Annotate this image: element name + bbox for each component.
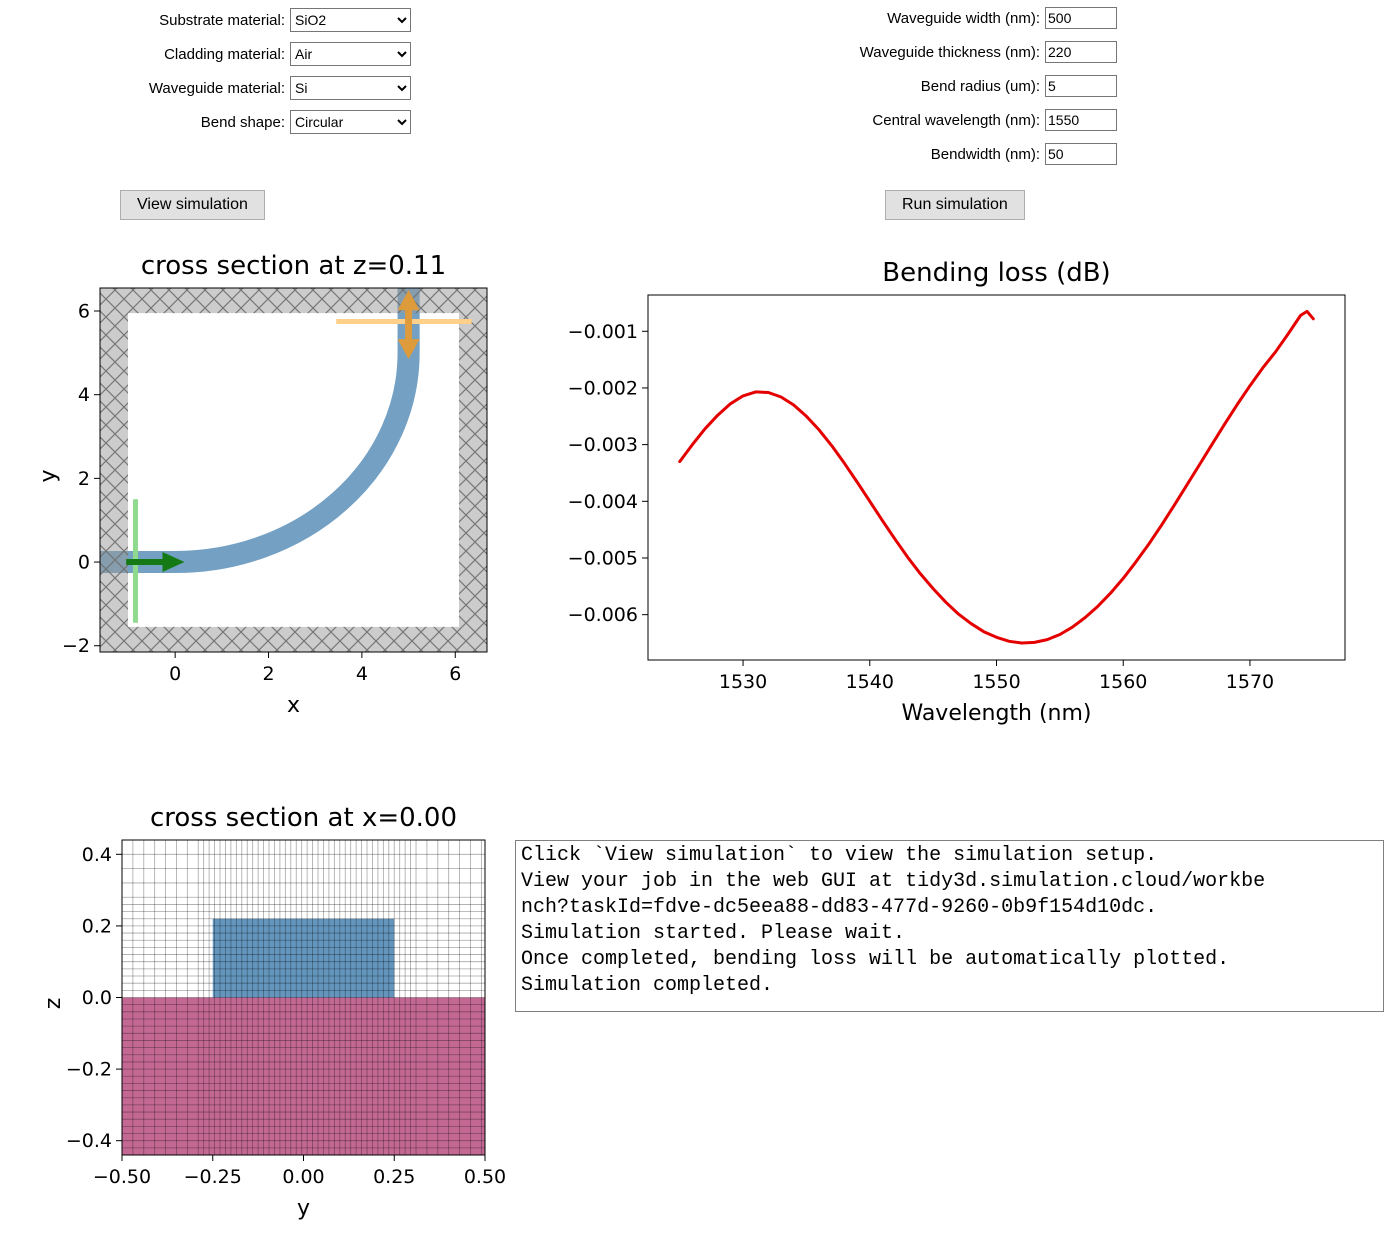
form-row: Bend shape: Circular	[95, 110, 411, 134]
svg-text:0.2: 0.2	[82, 915, 112, 937]
svg-text:1530: 1530	[719, 671, 767, 693]
cladding-material-select[interactable]: Air	[290, 42, 411, 66]
material-form: Substrate material: SiO2 Cladding materi…	[95, 8, 411, 144]
svg-text:2: 2	[78, 468, 90, 490]
svg-text:y: y	[36, 469, 61, 482]
svg-text:0.25: 0.25	[373, 1166, 415, 1188]
bend-plot-svg: 0 2 4 6 −2 0 2 4 6 cross section at z=0.11 x y	[36, 251, 488, 718]
svg-text:0: 0	[169, 663, 181, 685]
svg-text:−0.2: −0.2	[66, 1059, 112, 1081]
svg-text:1550: 1550	[972, 671, 1020, 693]
svg-text:cross section at z=0.11: cross section at z=0.11	[141, 251, 446, 281]
form-row: Waveguide material: Si	[95, 76, 411, 100]
svg-text:0.4: 0.4	[82, 844, 112, 866]
mesh-plot-svg: −0.50 −0.25 0.00 0.25 0.50 −0.4 −0.2 0.0 0.2 0.4 c…	[41, 803, 506, 1221]
svg-text:1540: 1540	[846, 671, 894, 693]
loss-plot-svg: 1530 1540 1550 1560 1570 −0.001 −0.002 −0.003 −0…	[568, 258, 1346, 726]
bend-radius-input[interactable]	[1045, 75, 1117, 97]
svg-text:4: 4	[356, 663, 368, 685]
svg-text:0.50: 0.50	[464, 1166, 506, 1188]
waveguide-thickness-input[interactable]	[1045, 41, 1117, 63]
svg-text:−0.002: −0.002	[568, 377, 638, 399]
svg-text:cross section at x=0.00: cross section at x=0.00	[150, 803, 457, 833]
log-text: Click `View simulation` to view the simu…	[521, 844, 1266, 997]
svg-text:z: z	[41, 998, 66, 1010]
bendwidth-input[interactable]	[1045, 143, 1117, 165]
svg-text:1560: 1560	[1099, 671, 1147, 693]
svg-text:0.00: 0.00	[282, 1166, 324, 1188]
form-row: Cladding material: Air	[95, 42, 411, 66]
form-row: Waveguide width (nm):	[808, 6, 1117, 30]
svg-text:0: 0	[78, 552, 90, 574]
svg-text:1570: 1570	[1226, 671, 1274, 693]
svg-text:y: y	[297, 1196, 310, 1221]
svg-text:−0.004: −0.004	[568, 491, 638, 513]
svg-text:4: 4	[78, 384, 90, 406]
svg-text:6: 6	[449, 663, 461, 685]
bend-shape-select[interactable]: Circular	[290, 110, 411, 134]
central-wavelength-label: Central wavelength (nm):	[872, 111, 1040, 129]
waveguide-material-select[interactable]: Si	[290, 76, 411, 100]
substrate-material-label: Substrate material:	[159, 11, 285, 29]
form-row: Bend radius (um):	[808, 74, 1117, 98]
svg-text:−0.4: −0.4	[66, 1130, 112, 1152]
parameters-form: Waveguide width (nm): Waveguide thicknes…	[808, 6, 1117, 176]
svg-text:−0.003: −0.003	[568, 434, 638, 456]
form-row: Waveguide thickness (nm):	[808, 40, 1117, 64]
svg-text:−0.50: −0.50	[93, 1166, 151, 1188]
svg-text:2: 2	[262, 663, 274, 685]
svg-text:−0.001: −0.001	[568, 321, 638, 343]
svg-text:6: 6	[78, 301, 90, 323]
bend-shape-label: Bend shape:	[200, 113, 285, 131]
substrate-material-select[interactable]: SiO2	[290, 8, 411, 32]
svg-text:x: x	[287, 693, 300, 718]
waveguide-thickness-label: Waveguide thickness (nm):	[859, 43, 1040, 61]
run-simulation-button[interactable]: Run simulation	[885, 190, 1025, 220]
svg-text:−0.006: −0.006	[568, 604, 638, 626]
svg-text:−0.25: −0.25	[184, 1166, 242, 1188]
svg-text:−2: −2	[62, 635, 90, 657]
central-wavelength-input[interactable]	[1045, 109, 1117, 131]
form-row: Substrate material: SiO2	[95, 8, 411, 32]
cladding-material-label: Cladding material:	[164, 45, 285, 63]
waveguide-width-label: Waveguide width (nm):	[887, 9, 1040, 27]
form-row: Central wavelength (nm):	[808, 108, 1117, 132]
bendwidth-label: Bendwidth (nm):	[930, 145, 1040, 163]
waveguide-material-label: Waveguide material:	[148, 79, 285, 97]
form-row: Bendwidth (nm):	[808, 142, 1117, 166]
svg-text:0.0: 0.0	[82, 987, 112, 1009]
svg-text:−0.005: −0.005	[568, 547, 638, 569]
waveguide-width-input[interactable]	[1045, 7, 1117, 29]
svg-text:Wavelength (nm): Wavelength (nm)	[901, 701, 1091, 726]
bend-radius-label: Bend radius (um):	[920, 77, 1040, 95]
view-simulation-button[interactable]: View simulation	[120, 190, 265, 220]
log-output: Click `View simulation` to view the simu…	[515, 840, 1384, 1012]
svg-text:Bending loss (dB): Bending loss (dB)	[882, 258, 1110, 288]
